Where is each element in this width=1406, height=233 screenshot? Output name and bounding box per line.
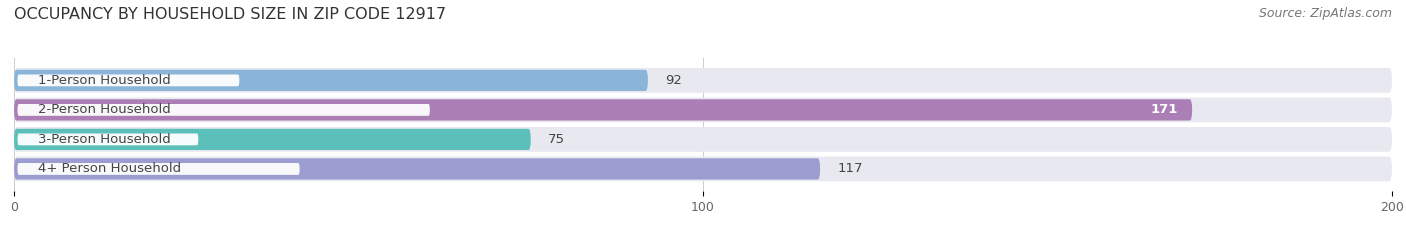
FancyBboxPatch shape	[17, 75, 239, 86]
FancyBboxPatch shape	[14, 127, 1392, 152]
FancyBboxPatch shape	[14, 158, 820, 180]
FancyBboxPatch shape	[14, 99, 1192, 120]
Text: OCCUPANCY BY HOUSEHOLD SIZE IN ZIP CODE 12917: OCCUPANCY BY HOUSEHOLD SIZE IN ZIP CODE …	[14, 7, 446, 22]
Text: 3-Person Household: 3-Person Household	[38, 133, 172, 146]
Text: 117: 117	[838, 162, 863, 175]
FancyBboxPatch shape	[14, 157, 1392, 181]
Text: 92: 92	[665, 74, 682, 87]
Text: Source: ZipAtlas.com: Source: ZipAtlas.com	[1258, 7, 1392, 20]
FancyBboxPatch shape	[14, 70, 648, 91]
FancyBboxPatch shape	[17, 134, 198, 145]
Text: 75: 75	[548, 133, 565, 146]
Text: 171: 171	[1152, 103, 1178, 116]
Text: 1-Person Household: 1-Person Household	[38, 74, 172, 87]
FancyBboxPatch shape	[17, 104, 430, 116]
FancyBboxPatch shape	[14, 129, 531, 150]
FancyBboxPatch shape	[14, 68, 1392, 93]
FancyBboxPatch shape	[17, 163, 299, 175]
Text: 2-Person Household: 2-Person Household	[38, 103, 172, 116]
Text: 4+ Person Household: 4+ Person Household	[38, 162, 181, 175]
FancyBboxPatch shape	[14, 97, 1392, 122]
